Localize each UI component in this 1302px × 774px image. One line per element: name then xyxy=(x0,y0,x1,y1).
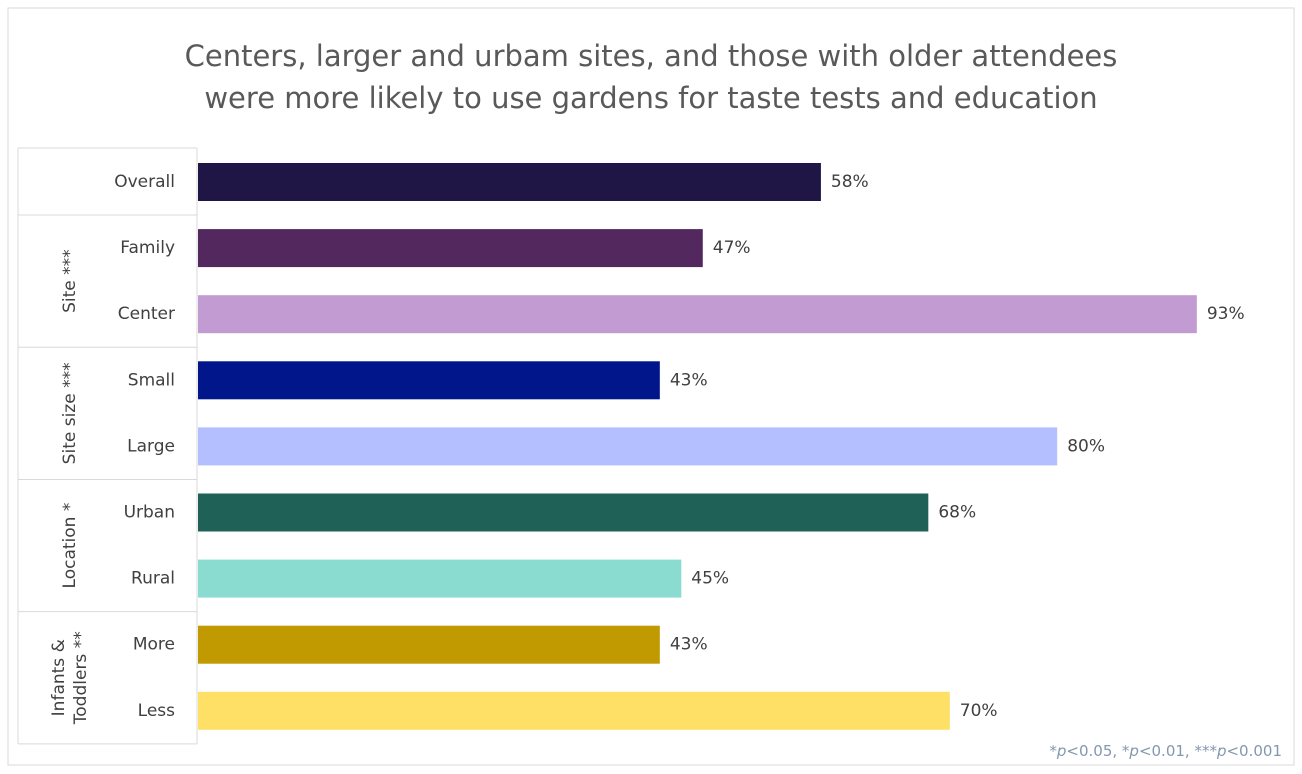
footnote-part: * xyxy=(1049,742,1057,760)
value-label: 58% xyxy=(831,172,869,192)
bar xyxy=(198,493,929,532)
bar xyxy=(198,361,660,400)
value-label: 43% xyxy=(670,635,708,655)
bar xyxy=(198,163,821,201)
value-label: 93% xyxy=(1207,304,1245,324)
bar xyxy=(198,229,703,268)
bar xyxy=(198,559,682,598)
category-label: Less xyxy=(138,701,175,721)
footnote-part: p xyxy=(1056,742,1067,760)
category-label: Rural xyxy=(131,569,175,589)
category-label: Family xyxy=(120,238,175,258)
footnote-part: p xyxy=(1128,742,1139,760)
category-label: Urban xyxy=(124,503,175,523)
group-label: Infants & xyxy=(49,639,69,716)
chart-title: Centers, larger and urbam sites, and tho… xyxy=(185,39,1118,73)
group-label: Site size *** xyxy=(60,362,80,464)
footnote: *p<0.05, *p<0.01, ***p<0.001 xyxy=(1049,742,1282,760)
bar xyxy=(198,625,660,664)
category-label: More xyxy=(133,635,175,655)
bar xyxy=(198,427,1058,466)
chart-title: were more likely to use gardens for tast… xyxy=(204,81,1097,115)
value-label: 80% xyxy=(1067,436,1105,456)
value-label: 68% xyxy=(938,503,976,523)
category-label: Center xyxy=(118,304,175,324)
value-label: 43% xyxy=(670,370,708,390)
group-label: Location * xyxy=(60,503,80,589)
value-label: 45% xyxy=(691,569,729,589)
value-label: 70% xyxy=(960,701,998,721)
category-label: Small xyxy=(128,370,175,390)
bar xyxy=(198,691,950,730)
footnote-part: <0.01, *** xyxy=(1139,742,1218,760)
category-label: Overall xyxy=(114,172,175,192)
group-label: Site *** xyxy=(60,249,80,313)
category-label: Large xyxy=(127,436,175,456)
value-label: 47% xyxy=(713,238,751,258)
group-label: Toddlers ** xyxy=(71,631,91,725)
footnote-part: p xyxy=(1216,742,1227,760)
footnote-part: <0.05, * xyxy=(1066,742,1130,760)
bar xyxy=(198,295,1197,334)
footnote-part: <0.001 xyxy=(1226,742,1282,760)
